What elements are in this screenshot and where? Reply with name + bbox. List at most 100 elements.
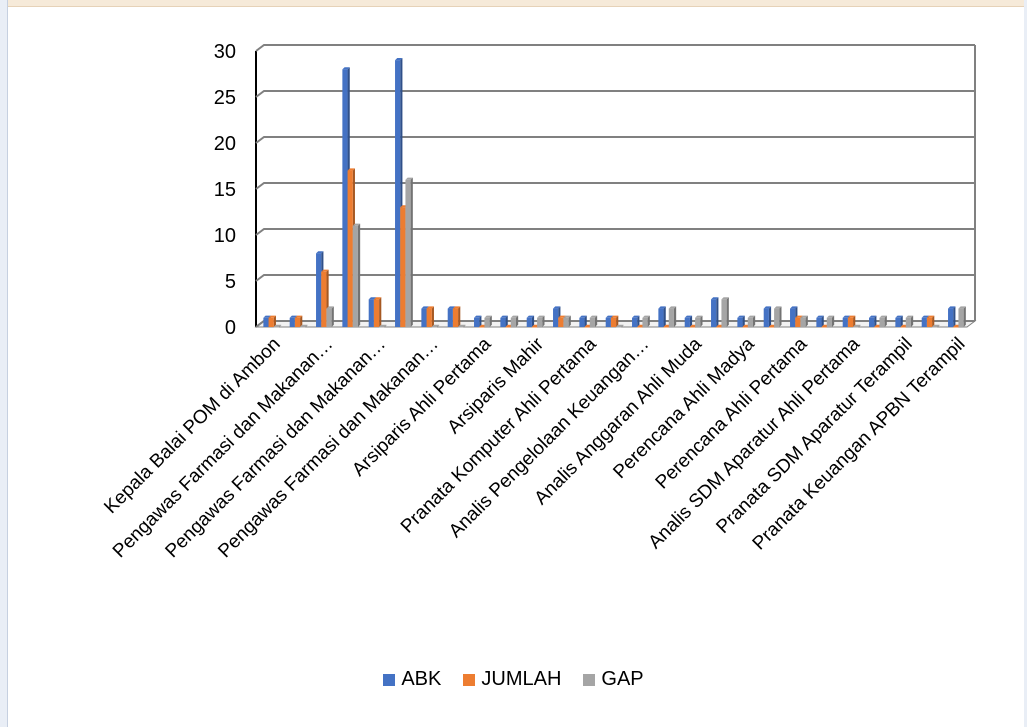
bar-front [637,327,643,328]
bar-abk [579,315,587,327]
bar-top [379,324,387,327]
bar-front [932,327,938,328]
bar-front [537,317,543,327]
x-tick-label: Pranata Komputer Ahli Pertama [397,333,601,537]
legend-label: GAP [601,668,644,690]
bar-top [632,315,640,318]
bar-front [263,317,269,327]
bar-top [658,306,666,309]
bar-front [589,317,595,327]
bar-top [763,306,772,309]
bar-top [326,306,334,309]
x-tick-label: Pranata SDM Aparatur Terampil [712,334,916,538]
bar-front [558,317,564,327]
bar-front [642,317,648,327]
window-right-border [1024,0,1027,727]
bar-top [737,315,745,318]
y-tick-label: 30 [214,41,236,63]
bar-gap [721,297,729,327]
y-tick-label: 10 [214,225,236,247]
bar-side [673,306,677,327]
bar-front [479,327,485,328]
bar-top [474,315,482,318]
legend-label: ABK [401,668,442,690]
bar-front [610,317,617,327]
bar-front [953,327,959,328]
bar-jumlah [610,315,619,327]
bar-front [300,327,306,328]
bar-top [395,58,403,61]
legend-label: JUMLAH [481,668,562,690]
bar-gap [826,315,835,327]
bar-side [431,306,434,327]
bar-gap [616,324,624,328]
bar-side [594,315,598,327]
bar-front [663,327,669,328]
bar-side [331,306,334,327]
bar-top [510,315,519,318]
bar-top [294,315,303,318]
bar-gap [774,306,782,327]
bar-gap [879,315,887,327]
bar-side [953,306,956,327]
bar-side [479,315,482,327]
bar-gap [484,315,492,327]
bar-gap [352,223,361,327]
chart-bars [263,58,966,328]
bar-top [426,306,434,309]
legend-swatch [583,673,596,686]
gridline [255,228,975,236]
bar-front [553,308,559,327]
bar-jumlah [373,297,382,327]
bar-front [795,317,801,327]
bar-side [779,306,782,327]
bar-front [658,308,664,327]
legend-item-jumlah: JUMLAH [463,668,561,691]
bar-top [579,315,587,318]
bar-front [853,327,859,328]
bar-top [373,297,382,300]
bar-gap [300,324,308,328]
bar-front [510,317,516,327]
bar-top [452,306,461,309]
bar-top [711,297,719,300]
bar-side [663,306,666,327]
bar-front [526,317,532,327]
bar-top [790,306,798,309]
bar-top [869,315,877,318]
bar-gap [668,306,677,327]
bar-top [263,315,271,318]
bar-side [805,315,808,327]
bar-front [790,308,796,327]
bar-front [905,317,911,327]
bar-front [458,327,464,328]
bar-front [948,308,954,327]
gridline [255,274,975,282]
bar-abk [711,297,719,327]
bar-side [458,306,461,327]
bar-front [821,327,827,328]
bar-front [379,327,385,328]
bar-side [742,315,745,327]
bar-side [379,297,382,327]
bar-gap [853,324,861,328]
bar-top [558,315,566,318]
bar-abk [474,315,482,327]
bar-front [958,308,964,327]
bar-side [768,306,772,327]
bar-top [273,324,282,327]
bar-front [368,299,374,327]
bar-top [774,306,782,309]
bar-front [747,317,753,327]
gridline [255,90,975,98]
bar-top [484,315,492,318]
bar-side [584,315,587,327]
bar-abk [526,315,535,327]
bar-front [668,308,674,327]
bar-jumlah [294,315,303,327]
bar-side [689,315,693,327]
bar-front [763,308,769,327]
bar-gap [563,315,571,327]
bar-jumlah [452,306,461,327]
